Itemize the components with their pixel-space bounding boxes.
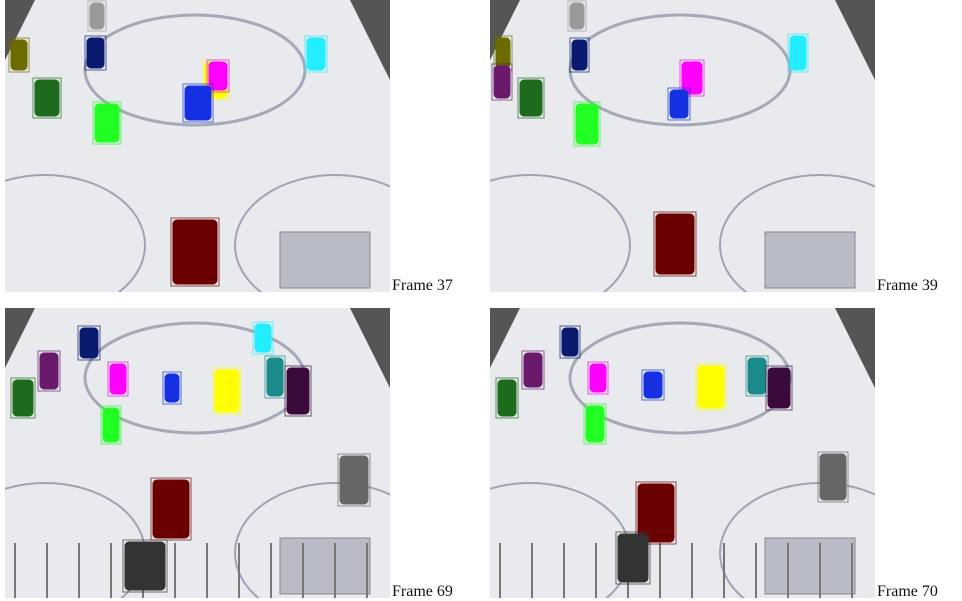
track-box <box>90 3 104 29</box>
track-box <box>570 3 584 29</box>
track-box <box>682 62 702 94</box>
track-box <box>40 353 58 389</box>
track-box <box>618 534 648 582</box>
track-box <box>820 454 846 500</box>
track-box <box>215 370 239 412</box>
frame-label: Frame 37 <box>392 277 453 295</box>
track-box <box>340 456 368 504</box>
track-box <box>209 62 227 90</box>
track-box <box>110 364 126 394</box>
track-box <box>572 40 587 70</box>
track-box <box>165 374 179 402</box>
track-box <box>790 36 806 70</box>
track-box <box>307 38 325 70</box>
video-frame <box>5 308 390 598</box>
track-box <box>748 358 766 394</box>
track-box <box>255 324 271 352</box>
track-box <box>35 80 59 116</box>
track-box <box>267 358 283 396</box>
track-box <box>586 406 604 442</box>
track-box <box>524 353 542 387</box>
track-box <box>11 40 27 70</box>
track-box <box>173 220 217 284</box>
track-box <box>95 104 119 142</box>
track-box <box>185 86 211 120</box>
track-box <box>656 214 694 274</box>
scoreboard <box>765 232 855 288</box>
scoreboard <box>765 538 855 594</box>
frame-label: Frame 39 <box>877 277 938 295</box>
track-box <box>670 90 688 118</box>
track-box <box>498 380 516 416</box>
video-frame <box>490 308 875 598</box>
track-box <box>638 484 674 542</box>
scoreboard <box>280 538 370 594</box>
track-box <box>768 368 790 408</box>
track-box <box>287 368 309 414</box>
track-box <box>494 66 510 98</box>
track-box <box>13 380 33 416</box>
frame-label: Frame 69 <box>392 583 453 601</box>
video-frame <box>490 0 875 292</box>
track-box <box>103 408 119 442</box>
scoreboard <box>280 232 370 288</box>
track-box <box>87 38 104 68</box>
track-box <box>125 542 165 590</box>
track-box <box>153 480 189 538</box>
track-box <box>520 80 542 116</box>
track-box <box>562 328 578 356</box>
video-frame <box>5 0 390 292</box>
frame-label: Frame 70 <box>877 583 938 601</box>
track-box <box>576 104 598 144</box>
track-box <box>698 366 724 408</box>
track-box <box>590 364 606 392</box>
figure: Frame 37 Frame 39 Frame 69 Frame 70 (() … <box>0 0 962 601</box>
track-box <box>644 372 662 398</box>
track-box <box>80 328 98 358</box>
